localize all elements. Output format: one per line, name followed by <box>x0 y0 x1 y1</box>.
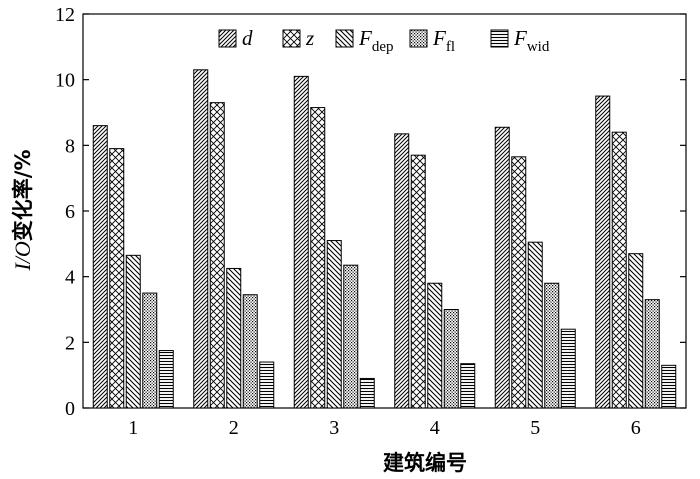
bar-z-4 <box>410 154 426 409</box>
bar-Fdep-5 <box>527 241 543 409</box>
legend-label-Fdep: Fdep <box>358 26 394 55</box>
y-tick-label: 12 <box>55 4 75 26</box>
bar-Fwid-1 <box>158 350 174 409</box>
legend-swatch-Ffl <box>409 29 428 48</box>
bar-Ffl-3 <box>343 264 359 409</box>
y-axis-title-italic: I/O <box>10 241 35 271</box>
bar-Fdep-4 <box>427 282 443 409</box>
legend-swatch-Fdep <box>335 29 354 48</box>
bar-Ffl-5 <box>544 282 560 409</box>
x-tick-label: 3 <box>329 417 339 439</box>
bar-z-6 <box>611 131 627 409</box>
x-tick-label: 1 <box>128 417 138 439</box>
bar-d-3 <box>293 75 309 409</box>
bars <box>92 69 677 409</box>
legend-label-z: z <box>305 26 314 50</box>
bar-Fdep-2 <box>226 267 242 409</box>
bar-d-2 <box>193 69 209 409</box>
bar-Ffl-6 <box>644 299 660 409</box>
bar-Fwid-3 <box>359 377 375 409</box>
x-tick-label: 5 <box>530 417 540 439</box>
legend-label-Ffl: Ffl <box>432 26 455 55</box>
y-axis-ticks: 0 2 4 6 8 10 12 <box>55 4 686 420</box>
x-tick-label: 6 <box>631 417 641 439</box>
bar-Fdep-1 <box>125 254 141 409</box>
bar-Fdep-3 <box>326 240 342 409</box>
bar-Fwid-6 <box>661 364 677 409</box>
bar-z-2 <box>209 102 225 409</box>
y-axis-title-rest: 变化率/% <box>11 149 35 241</box>
legend-swatch-z <box>282 29 301 48</box>
bar-Fwid-4 <box>460 363 476 409</box>
y-tick-label: 0 <box>65 398 75 420</box>
bar-Ffl-1 <box>142 292 158 409</box>
legend: d z Fdep Ffl Fwid <box>218 26 550 55</box>
x-tick-label: 4 <box>430 417 440 439</box>
legend-label-Fwid: Fwid <box>513 26 550 55</box>
bar-d-6 <box>595 95 611 409</box>
bar-Fdep-6 <box>628 253 644 409</box>
legend-swatch-d <box>218 29 237 48</box>
bar-Ffl-4 <box>443 309 459 409</box>
bar-Fwid-2 <box>259 361 275 409</box>
bar-z-1 <box>109 148 125 409</box>
bar-Fwid-5 <box>560 328 576 409</box>
y-tick-label: 2 <box>65 332 75 354</box>
legend-swatch-Fwid <box>490 29 509 48</box>
legend-label-d: d <box>242 26 253 50</box>
x-tick-label: 2 <box>229 417 239 439</box>
y-tick-label: 10 <box>55 70 75 92</box>
bar-Ffl-2 <box>242 294 258 409</box>
bar-d-4 <box>394 133 410 409</box>
bar-d-1 <box>92 125 108 409</box>
bar-z-3 <box>310 107 326 409</box>
y-tick-label: 4 <box>65 267 75 289</box>
bar-d-5 <box>494 126 510 409</box>
y-tick-label: 8 <box>65 135 75 157</box>
x-axis-title: 建筑编号 <box>383 451 467 475</box>
y-tick-label: 6 <box>65 201 75 223</box>
y-axis-title: I/O变化率/% <box>10 149 35 271</box>
bar-z-5 <box>511 156 527 409</box>
